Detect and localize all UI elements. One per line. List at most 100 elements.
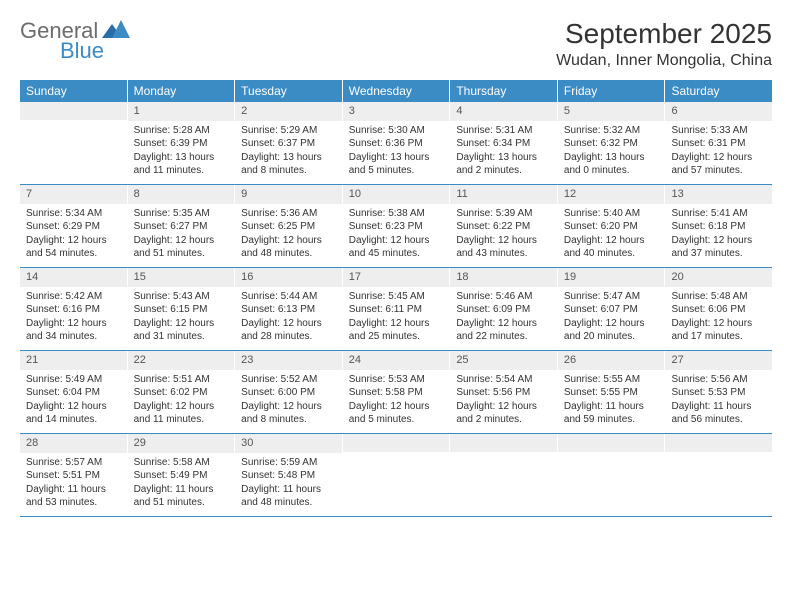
day-body: Sunrise: 5:54 AMSunset: 5:56 PMDaylight:… — [450, 370, 557, 433]
calendar: Sunday Monday Tuesday Wednesday Thursday… — [20, 80, 772, 517]
sunrise-text: Sunrise: 5:44 AM — [241, 290, 336, 304]
day-body: Sunrise: 5:55 AMSunset: 5:55 PMDaylight:… — [558, 370, 665, 433]
day-body: Sunrise: 5:32 AMSunset: 6:32 PMDaylight:… — [558, 121, 665, 184]
daylight-text: Daylight: 12 hours and 28 minutes. — [241, 317, 336, 344]
daylight-text: Daylight: 12 hours and 54 minutes. — [26, 234, 121, 261]
daylight-text: Daylight: 13 hours and 5 minutes. — [349, 151, 444, 178]
sunrise-text: Sunrise: 5:56 AM — [671, 373, 766, 387]
daylight-text: Daylight: 12 hours and 17 minutes. — [671, 317, 766, 344]
sunrise-text: Sunrise: 5:31 AM — [456, 124, 551, 138]
day-cell: 27Sunrise: 5:56 AMSunset: 5:53 PMDayligh… — [665, 351, 772, 433]
day-number: 2 — [235, 102, 342, 121]
daylight-text: Daylight: 12 hours and 51 minutes. — [134, 234, 229, 261]
day-body: Sunrise: 5:47 AMSunset: 6:07 PMDaylight:… — [558, 287, 665, 350]
week-row: 1Sunrise: 5:28 AMSunset: 6:39 PMDaylight… — [20, 102, 772, 185]
sunrise-text: Sunrise: 5:34 AM — [26, 207, 121, 221]
weekday-sunday: Sunday — [20, 80, 128, 102]
sunset-text: Sunset: 6:02 PM — [134, 386, 229, 400]
day-cell: 12Sunrise: 5:40 AMSunset: 6:20 PMDayligh… — [558, 185, 666, 267]
week-row: 21Sunrise: 5:49 AMSunset: 6:04 PMDayligh… — [20, 351, 772, 434]
location-text: Wudan, Inner Mongolia, China — [556, 52, 772, 70]
day-body: Sunrise: 5:41 AMSunset: 6:18 PMDaylight:… — [665, 204, 772, 267]
day-body: Sunrise: 5:42 AMSunset: 6:16 PMDaylight:… — [20, 287, 127, 350]
day-body: Sunrise: 5:36 AMSunset: 6:25 PMDaylight:… — [235, 204, 342, 267]
day-cell: 13Sunrise: 5:41 AMSunset: 6:18 PMDayligh… — [665, 185, 772, 267]
day-cell: 17Sunrise: 5:45 AMSunset: 6:11 PMDayligh… — [343, 268, 451, 350]
header-row: General Blue September 2025 Wudan, Inner… — [20, 18, 772, 70]
day-body: Sunrise: 5:49 AMSunset: 6:04 PMDaylight:… — [20, 370, 127, 433]
month-title: September 2025 — [556, 18, 772, 50]
day-body: Sunrise: 5:58 AMSunset: 5:49 PMDaylight:… — [128, 453, 235, 516]
day-body: Sunrise: 5:35 AMSunset: 6:27 PMDaylight:… — [128, 204, 235, 267]
sunset-text: Sunset: 6:15 PM — [134, 303, 229, 317]
sunrise-text: Sunrise: 5:41 AM — [671, 207, 766, 221]
daylight-text: Daylight: 11 hours and 56 minutes. — [671, 400, 766, 427]
sunrise-text: Sunrise: 5:38 AM — [349, 207, 444, 221]
day-number: 13 — [665, 185, 772, 204]
daylight-text: Daylight: 12 hours and 20 minutes. — [564, 317, 659, 344]
weekday-friday: Friday — [558, 80, 666, 102]
daylight-text: Daylight: 12 hours and 45 minutes. — [349, 234, 444, 261]
day-number: 19 — [558, 268, 665, 287]
weekday-wednesday: Wednesday — [343, 80, 451, 102]
day-cell: 18Sunrise: 5:46 AMSunset: 6:09 PMDayligh… — [450, 268, 558, 350]
sunrise-text: Sunrise: 5:46 AM — [456, 290, 551, 304]
day-body: Sunrise: 5:34 AMSunset: 6:29 PMDaylight:… — [20, 204, 127, 267]
day-cell: 26Sunrise: 5:55 AMSunset: 5:55 PMDayligh… — [558, 351, 666, 433]
daylight-text: Daylight: 12 hours and 34 minutes. — [26, 317, 121, 344]
day-body: Sunrise: 5:53 AMSunset: 5:58 PMDaylight:… — [343, 370, 450, 433]
day-cell: 28Sunrise: 5:57 AMSunset: 5:51 PMDayligh… — [20, 434, 128, 516]
empty-day-header — [558, 434, 665, 452]
day-number: 18 — [450, 268, 557, 287]
sunrise-text: Sunrise: 5:36 AM — [241, 207, 336, 221]
day-cell — [558, 434, 666, 516]
sunset-text: Sunset: 6:39 PM — [134, 137, 229, 151]
week-row: 7Sunrise: 5:34 AMSunset: 6:29 PMDaylight… — [20, 185, 772, 268]
day-cell: 21Sunrise: 5:49 AMSunset: 6:04 PMDayligh… — [20, 351, 128, 433]
sunrise-text: Sunrise: 5:29 AM — [241, 124, 336, 138]
weekday-saturday: Saturday — [665, 80, 772, 102]
daylight-text: Daylight: 12 hours and 48 minutes. — [241, 234, 336, 261]
day-cell: 16Sunrise: 5:44 AMSunset: 6:13 PMDayligh… — [235, 268, 343, 350]
sunrise-text: Sunrise: 5:43 AM — [134, 290, 229, 304]
day-number: 4 — [450, 102, 557, 121]
day-number: 10 — [343, 185, 450, 204]
daylight-text: Daylight: 12 hours and 37 minutes. — [671, 234, 766, 261]
sunrise-text: Sunrise: 5:32 AM — [564, 124, 659, 138]
page: General Blue September 2025 Wudan, Inner… — [0, 0, 792, 517]
day-body: Sunrise: 5:52 AMSunset: 6:00 PMDaylight:… — [235, 370, 342, 433]
day-body: Sunrise: 5:28 AMSunset: 6:39 PMDaylight:… — [128, 121, 235, 184]
sunrise-text: Sunrise: 5:35 AM — [134, 207, 229, 221]
day-cell: 11Sunrise: 5:39 AMSunset: 6:22 PMDayligh… — [450, 185, 558, 267]
sunset-text: Sunset: 6:04 PM — [26, 386, 121, 400]
sunrise-text: Sunrise: 5:59 AM — [241, 456, 336, 470]
sunset-text: Sunset: 6:20 PM — [564, 220, 659, 234]
daylight-text: Daylight: 12 hours and 11 minutes. — [134, 400, 229, 427]
week-row: 14Sunrise: 5:42 AMSunset: 6:16 PMDayligh… — [20, 268, 772, 351]
day-body: Sunrise: 5:57 AMSunset: 5:51 PMDaylight:… — [20, 453, 127, 516]
weekday-tuesday: Tuesday — [235, 80, 343, 102]
sunset-text: Sunset: 6:06 PM — [671, 303, 766, 317]
day-body: Sunrise: 5:44 AMSunset: 6:13 PMDaylight:… — [235, 287, 342, 350]
sunset-text: Sunset: 6:22 PM — [456, 220, 551, 234]
daylight-text: Daylight: 12 hours and 40 minutes. — [564, 234, 659, 261]
sunset-text: Sunset: 5:48 PM — [241, 469, 336, 483]
daylight-text: Daylight: 12 hours and 5 minutes. — [349, 400, 444, 427]
day-body: Sunrise: 5:40 AMSunset: 6:20 PMDaylight:… — [558, 204, 665, 267]
sunset-text: Sunset: 6:07 PM — [564, 303, 659, 317]
weeks-container: 1Sunrise: 5:28 AMSunset: 6:39 PMDaylight… — [20, 102, 772, 517]
day-number: 1 — [128, 102, 235, 121]
day-number: 12 — [558, 185, 665, 204]
title-block: September 2025 Wudan, Inner Mongolia, Ch… — [556, 18, 772, 70]
sunset-text: Sunset: 6:36 PM — [349, 137, 444, 151]
sunset-text: Sunset: 5:53 PM — [671, 386, 766, 400]
sunset-text: Sunset: 6:25 PM — [241, 220, 336, 234]
daylight-text: Daylight: 13 hours and 8 minutes. — [241, 151, 336, 178]
sunset-text: Sunset: 5:49 PM — [134, 469, 229, 483]
empty-day-header — [450, 434, 557, 452]
day-body: Sunrise: 5:48 AMSunset: 6:06 PMDaylight:… — [665, 287, 772, 350]
day-cell: 3Sunrise: 5:30 AMSunset: 6:36 PMDaylight… — [343, 102, 451, 184]
daylight-text: Daylight: 12 hours and 14 minutes. — [26, 400, 121, 427]
empty-day-header — [665, 434, 772, 452]
day-cell — [20, 102, 128, 184]
